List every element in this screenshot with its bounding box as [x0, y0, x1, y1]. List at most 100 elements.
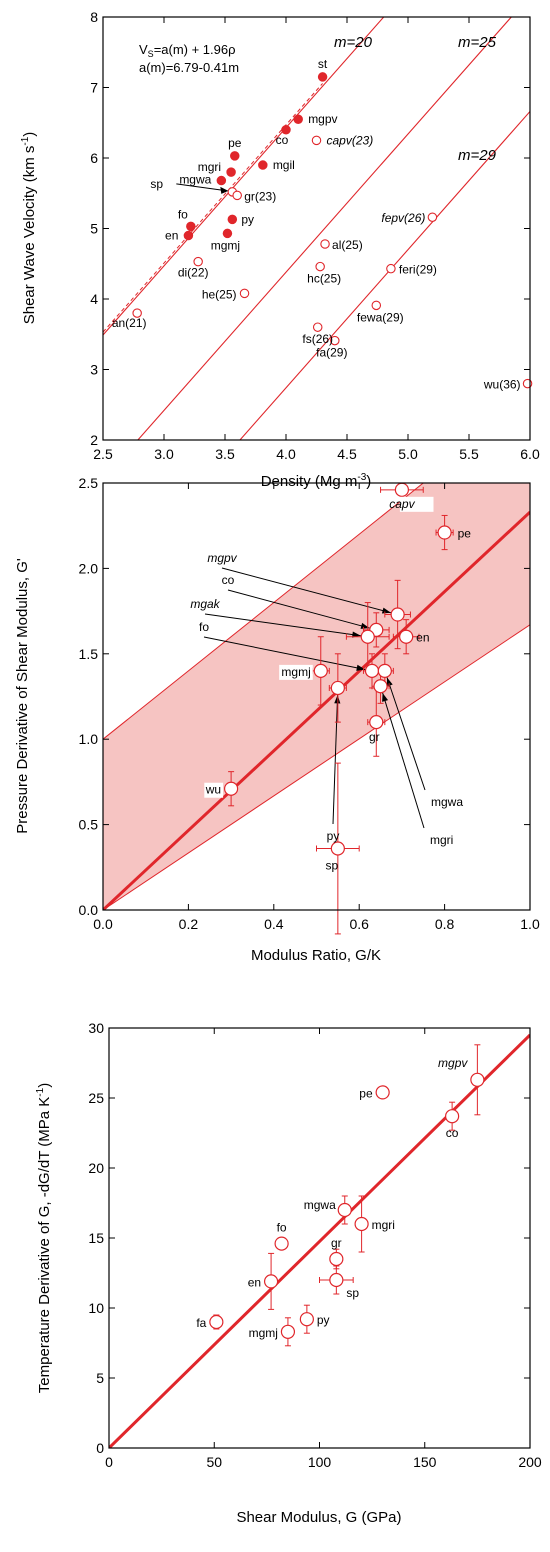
data-point-gr [369, 715, 384, 730]
x-tick-label: 0.0 [93, 916, 113, 932]
point-label-py: py [317, 1313, 330, 1327]
annotation-arrowhead [382, 692, 389, 702]
data-point-co [281, 125, 291, 135]
point-label-st: st [318, 57, 328, 71]
x-tick-label: 4.0 [276, 446, 296, 462]
label-background [399, 496, 434, 512]
model-line-m-20 [103, 17, 385, 336]
point-label-di-22: di(22) [178, 266, 209, 280]
x-axis-title: Shear Modulus, G (GPa) [236, 1509, 401, 1526]
data-point-mgri [354, 1216, 369, 1232]
data-point-mgak [360, 629, 375, 644]
point-label-sp: sp [150, 177, 163, 191]
x-tick-label: 6.0 [520, 446, 540, 462]
line-label-m29: m=29 [458, 147, 497, 164]
point-label-mgpv: mgpv [438, 1056, 468, 1070]
y-axis-title: Shear Wave Velocity (km s-1) [20, 132, 38, 325]
annotation-arrowhead [386, 677, 393, 687]
point-label-fewa-29: fewa(29) [357, 310, 404, 324]
data-point-fepv-26 [427, 212, 438, 222]
data-point-feri-29 [386, 263, 396, 274]
x-tick-label: 1.0 [520, 916, 540, 932]
point-label-fs-26: fs(26) [302, 332, 333, 346]
band-lower-edge [103, 624, 530, 910]
annotation-arrowhead [352, 631, 361, 638]
point-label-an-21: an(21) [112, 316, 147, 330]
x-axis-title: Density (Mg m-3) [261, 472, 372, 490]
point-label-mgwa: mgwa [431, 795, 463, 809]
point-label-fo: fo [277, 1221, 287, 1235]
data-point-pe [230, 151, 240, 161]
y-tick-label: 0 [96, 1440, 104, 1456]
y-tick-label: 2.0 [79, 560, 99, 576]
y-tick-label: 2.5 [79, 475, 99, 491]
x-tick-label: 5.0 [398, 446, 418, 462]
x-tick-label: 3.5 [215, 446, 235, 462]
point-label-gr-23: gr(23) [244, 189, 276, 203]
x-tick-label: 0 [105, 1454, 113, 1470]
annotation-arrow-mgak [204, 613, 361, 637]
y-tick-label: 15 [88, 1230, 104, 1246]
label-background [279, 664, 313, 680]
data-point-he-25 [239, 288, 250, 299]
data-point-st [317, 72, 328, 82]
y-tick-label: 25 [88, 1090, 104, 1106]
y-tick-label: 10 [88, 1300, 104, 1316]
data-point-py [299, 1312, 314, 1327]
data-point-mgil [258, 160, 268, 170]
band-upper-edge [103, 483, 425, 740]
data-point-mgwa [377, 663, 392, 678]
data-point-sp [329, 1272, 344, 1288]
data-point-sp [330, 841, 345, 856]
point-label-sp: sp [346, 1286, 359, 1300]
data-point-pe [437, 525, 452, 540]
data-point-mgmj [313, 663, 328, 678]
y-tick-label: 0.0 [79, 902, 99, 918]
model-line-m-25 [137, 17, 513, 440]
point-label-mgri: mgri [372, 1218, 395, 1232]
x-tick-label: 4.5 [337, 446, 357, 462]
y-tick-label: 0.5 [79, 817, 99, 833]
data-point-capv [394, 482, 409, 497]
point-label-mgil: mgil [273, 158, 295, 172]
x-tick-label: 2.5 [93, 446, 113, 462]
point-label-hc-25: hc(25) [307, 272, 341, 286]
point-label-fo: fo [199, 620, 209, 634]
x-tick-label: 200 [518, 1454, 542, 1470]
annotation-arrowhead [220, 186, 229, 194]
point-label-mgri: mgri [430, 833, 453, 847]
data-point-wu [224, 781, 239, 796]
data-point-di-22 [193, 256, 203, 267]
x-tick-label: 0.2 [179, 916, 199, 932]
data-point-mgmj [222, 228, 233, 239]
equation-am: a(m)=6.79-0.41m [139, 60, 239, 75]
annotation-arrowhead [381, 607, 391, 614]
point-label-en: en [165, 229, 178, 243]
model-line-dashed [103, 83, 323, 333]
point-label-fa: fa [196, 1316, 206, 1330]
data-point-py [330, 680, 345, 696]
point-label-fo: fo [178, 207, 188, 221]
point-label-he-25: he(25) [202, 287, 237, 301]
annotation-arrow-mgpv [221, 567, 391, 614]
annotation-arrow-co [227, 589, 370, 629]
data-point-capv-23 [311, 135, 322, 146]
point-label-wu: wu [205, 783, 221, 797]
annotation-arrow-py [332, 694, 339, 825]
data-point-an-21 [132, 308, 142, 318]
point-label-pe: pe [359, 1086, 373, 1100]
label-background [204, 782, 224, 798]
point-label-en: en [416, 631, 429, 645]
line-label-m25: m=25 [458, 34, 497, 51]
annotation-arrow-mgwa [386, 677, 426, 791]
data-point-mgmj [280, 1324, 296, 1339]
y-tick-label: 3 [90, 362, 98, 378]
fit-line [109, 1033, 530, 1448]
point-label-mgmj: mgmj [211, 238, 240, 252]
point-label-py: py [327, 829, 340, 843]
y-tick-label: 1.5 [79, 646, 99, 662]
x-tick-label: 150 [413, 1454, 437, 1470]
data-point-gr [329, 1251, 344, 1267]
